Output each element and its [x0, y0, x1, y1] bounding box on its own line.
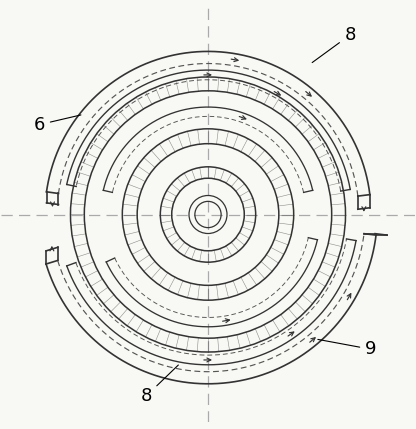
- Text: 6: 6: [34, 115, 81, 134]
- Text: 8: 8: [312, 26, 356, 63]
- Text: 9: 9: [318, 339, 377, 358]
- Text: 8: 8: [141, 365, 178, 405]
